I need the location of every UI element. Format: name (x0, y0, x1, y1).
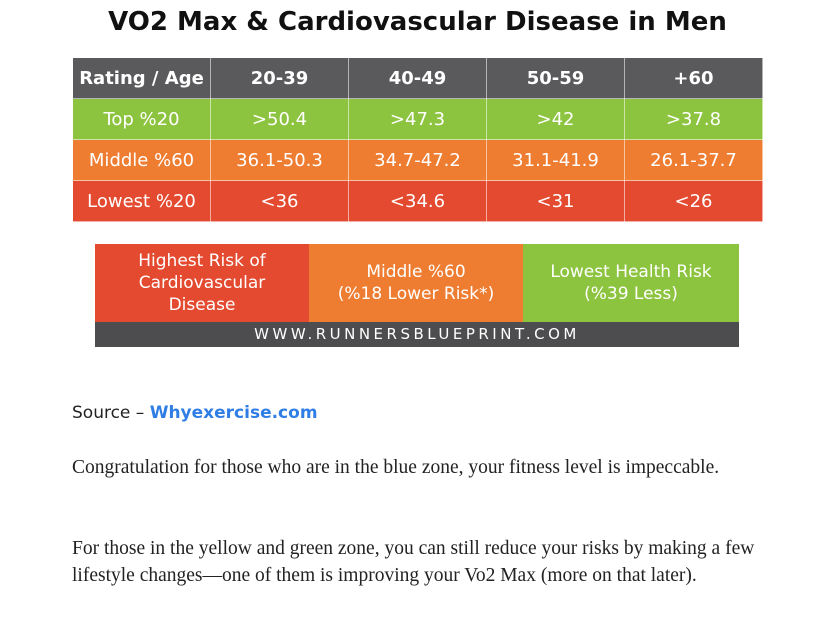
table-row-middle: Middle %60 36.1-50.3 34.7-47.2 31.1-41.9… (72, 139, 763, 181)
table-cell: 31.1-41.9 (486, 139, 625, 181)
legend-highest-risk: Highest Risk of Cardiovascular Disease (95, 244, 309, 322)
table-cell: <31 (486, 180, 625, 222)
legend-text: (%18 Lower Risk*) (337, 284, 495, 304)
table-cell: <34.6 (348, 180, 487, 222)
table-cell: <26 (624, 180, 763, 222)
row-label: Middle %60 (72, 139, 211, 181)
header-age-60-plus: +60 (624, 57, 763, 99)
vo2-max-table: Rating / Age 20-39 40-49 50-59 +60 Top %… (72, 57, 763, 222)
source-prefix: Source – (72, 403, 150, 423)
legend-text: Cardiovascular (138, 273, 266, 293)
source-line: Source – Whyexercise.com (72, 401, 318, 425)
table-cell: >50.4 (210, 98, 349, 140)
paragraph-lifestyle: For those in the yellow and green zone, … (72, 538, 755, 586)
header-age-20-39: 20-39 (210, 57, 349, 99)
legend-lowest-risk: Lowest Health Risk (%39 Less) (523, 244, 739, 322)
table-cell: <36 (210, 180, 349, 222)
chart-title: VO2 Max & Cardiovascular Disease in Men (108, 7, 727, 37)
table-cell: >42 (486, 98, 625, 140)
header-age-40-49: 40-49 (348, 57, 487, 99)
legend-text: (%39 Less) (584, 284, 678, 304)
risk-legend: Highest Risk of Cardiovascular Disease M… (95, 244, 739, 347)
legend-text: Middle %60 (366, 262, 466, 282)
paragraph-congratulation: Congratulation for those who are in the … (72, 457, 720, 478)
table-cell: >37.8 (624, 98, 763, 140)
table-cell: 34.7-47.2 (348, 139, 487, 181)
legend-text: Highest Risk of (138, 251, 266, 271)
table-row-top: Top %20 >50.4 >47.3 >42 >37.8 (72, 98, 763, 140)
table-cell: >47.3 (348, 98, 487, 140)
table-header-row: Rating / Age 20-39 40-49 50-59 +60 (72, 57, 763, 99)
header-rating-age: Rating / Age (72, 57, 211, 99)
table-cell: 26.1-37.7 (624, 139, 763, 181)
row-label: Lowest %20 (72, 180, 211, 222)
table-cell: 36.1-50.3 (210, 139, 349, 181)
legend-middle-risk: Middle %60 (%18 Lower Risk*) (309, 244, 523, 322)
row-label: Top %20 (72, 98, 211, 140)
legend-text: Disease (168, 295, 236, 315)
legend-text: Lowest Health Risk (550, 262, 712, 282)
table-row-lowest: Lowest %20 <36 <34.6 <31 <26 (72, 180, 763, 222)
website-footer-banner: WWW.RUNNERSBLUEPRINT.COM (95, 322, 739, 347)
source-link[interactable]: Whyexercise.com (149, 403, 318, 423)
header-age-50-59: 50-59 (486, 57, 625, 99)
